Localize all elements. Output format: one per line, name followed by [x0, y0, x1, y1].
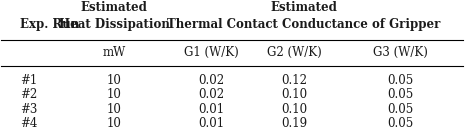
Text: 0.10: 0.10: [281, 103, 307, 116]
Text: 0.12: 0.12: [281, 74, 307, 87]
Text: 0.01: 0.01: [198, 117, 224, 130]
Text: Estimated: Estimated: [270, 1, 337, 14]
Text: 0.19: 0.19: [281, 117, 307, 130]
Text: 0.05: 0.05: [387, 88, 413, 101]
Text: G2 (W/K): G2 (W/K): [267, 46, 322, 59]
Text: 0.05: 0.05: [387, 74, 413, 87]
Text: 0.05: 0.05: [387, 117, 413, 130]
Text: 10: 10: [107, 103, 122, 116]
Text: 0.02: 0.02: [198, 88, 224, 101]
Text: 10: 10: [107, 88, 122, 101]
Text: G3 (W/K): G3 (W/K): [373, 46, 428, 59]
Text: #4: #4: [20, 117, 37, 130]
Text: 10: 10: [107, 74, 122, 87]
Text: mW: mW: [103, 46, 126, 59]
Text: G1 (W/K): G1 (W/K): [184, 46, 238, 59]
Text: #3: #3: [20, 103, 37, 116]
Text: Thermal Contact Conductance of Gripper: Thermal Contact Conductance of Gripper: [167, 18, 440, 31]
Text: 10: 10: [107, 117, 122, 130]
Text: #2: #2: [20, 88, 37, 101]
Text: Exp. Run: Exp. Run: [20, 18, 79, 31]
Text: Estimated: Estimated: [81, 1, 148, 14]
Text: 0.10: 0.10: [281, 88, 307, 101]
Text: 0.01: 0.01: [198, 103, 224, 116]
Text: #1: #1: [20, 74, 37, 87]
Text: 0.02: 0.02: [198, 74, 224, 87]
Text: Heat Dissipation: Heat Dissipation: [59, 18, 170, 31]
Text: 0.05: 0.05: [387, 103, 413, 116]
